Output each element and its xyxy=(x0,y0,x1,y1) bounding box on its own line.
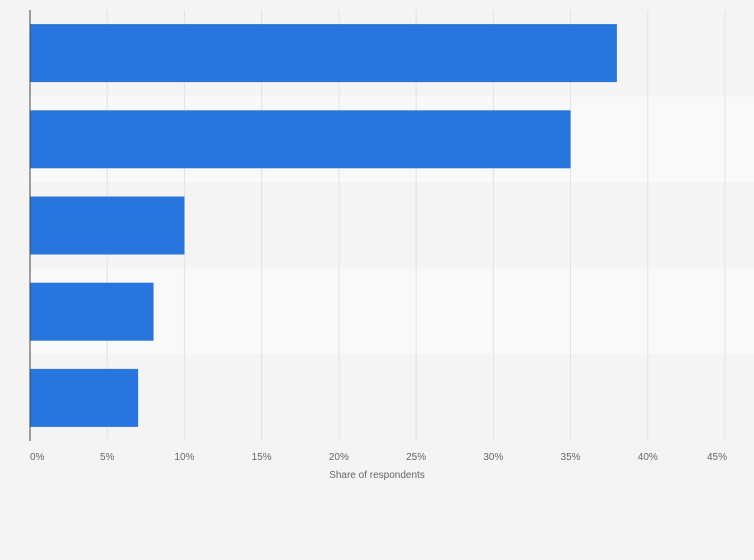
x-tick-label: 10% xyxy=(174,452,194,463)
bar xyxy=(30,368,139,427)
x-axis-ticks: 0% 5% 10% 15% 20% 25% 30% 35% 40% 45% xyxy=(30,452,727,463)
bar xyxy=(30,110,571,169)
x-tick-label: 30% xyxy=(483,452,503,463)
x-tick-label: 25% xyxy=(406,452,426,463)
bar xyxy=(30,196,185,255)
row-band xyxy=(30,354,754,441)
x-tick-label: 35% xyxy=(561,452,581,463)
x-tick-label: 5% xyxy=(100,452,115,463)
bars xyxy=(30,24,617,427)
x-axis-title: Share of respondents xyxy=(329,470,425,481)
bar xyxy=(30,24,617,83)
x-tick-label: 40% xyxy=(638,452,658,463)
x-tick-label: 45% xyxy=(707,452,727,463)
x-tick-label: 15% xyxy=(252,452,272,463)
x-tick-label: 0% xyxy=(30,452,45,463)
bar xyxy=(30,282,154,341)
x-tick-label: 20% xyxy=(329,452,349,463)
